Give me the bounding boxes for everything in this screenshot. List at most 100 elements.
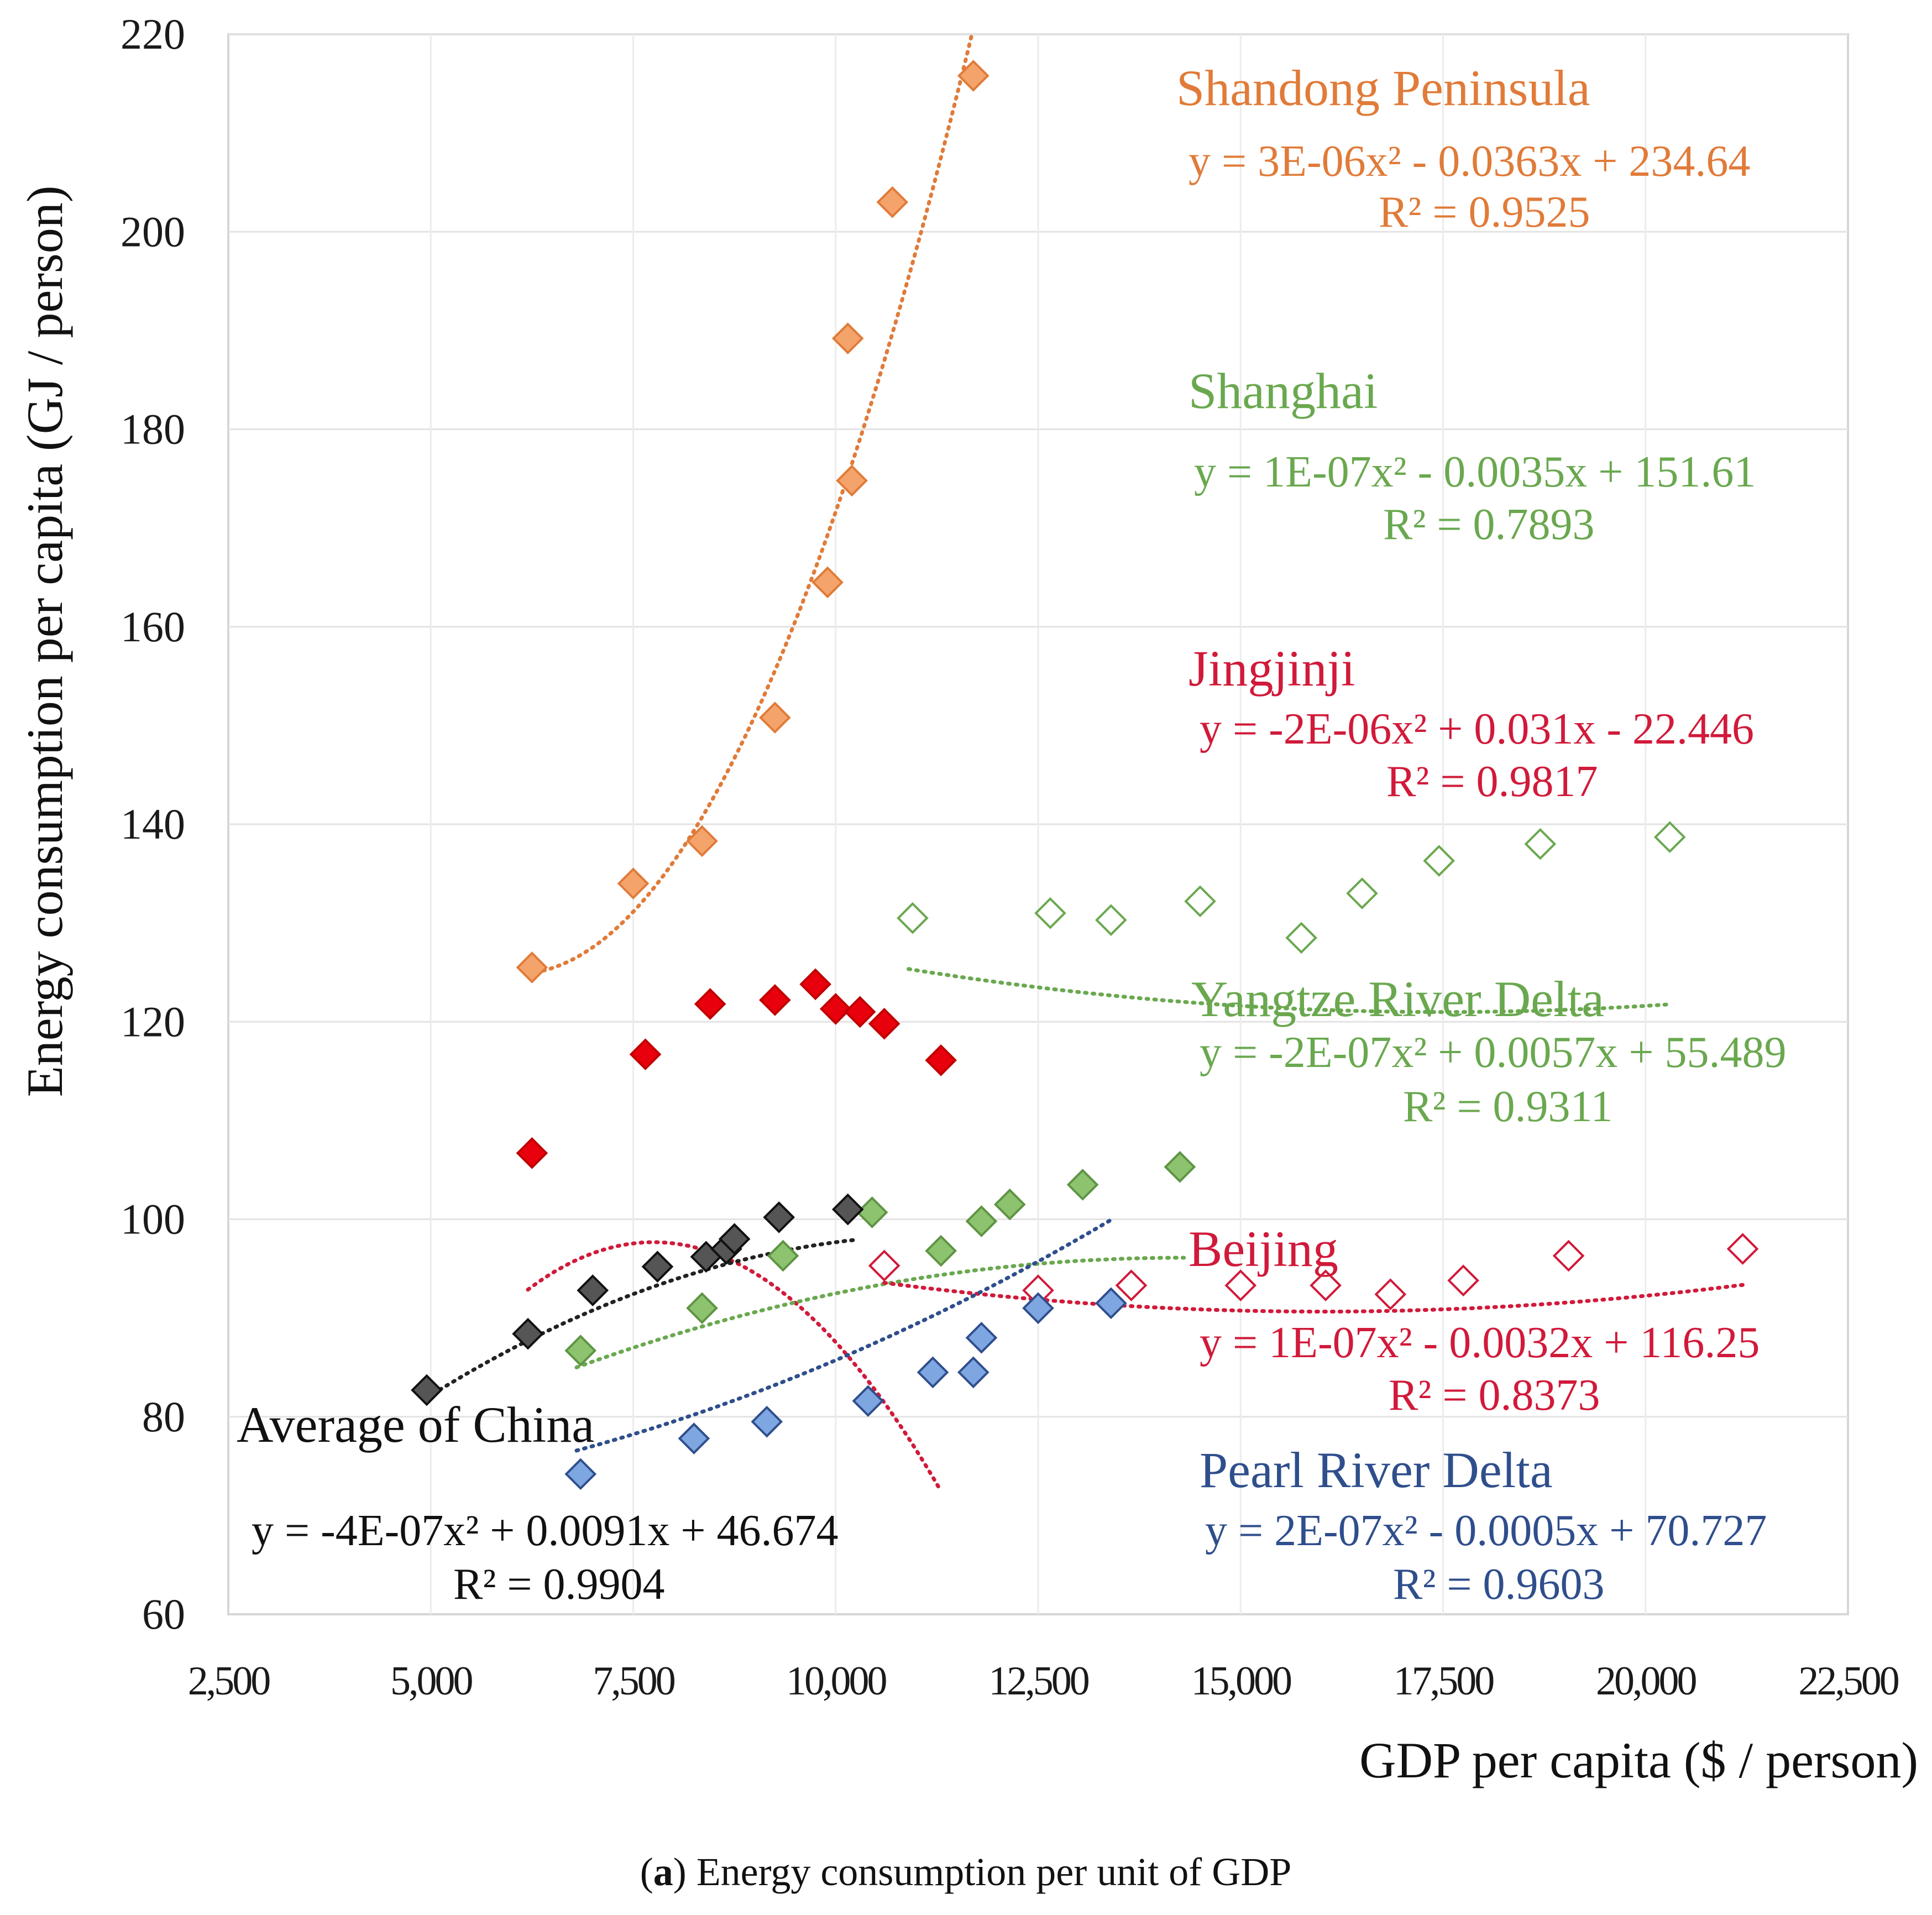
point-yangtze-river-delta <box>856 1196 888 1228</box>
point-yangtze-river-delta <box>993 1188 1026 1221</box>
series-label-china: Average of China <box>237 1396 594 1453</box>
point-shanghai <box>1423 845 1455 877</box>
y-tick-label: 60 <box>142 1590 185 1638</box>
series-label-pearl: Pearl River Delta <box>1200 1442 1553 1498</box>
point-shanghai <box>1034 897 1066 929</box>
point-beijing <box>1726 1233 1759 1265</box>
point-pearl-river-delta <box>1095 1287 1127 1320</box>
point-average-of-china <box>577 1274 609 1306</box>
point-shanghai <box>1285 922 1317 954</box>
y-tick-label: 120 <box>121 997 185 1045</box>
point-shandong-peninsula <box>811 566 844 599</box>
trendline-jingjinji <box>526 1240 943 1493</box>
equation-beijing: y = 1E-07x² - 0.0032x + 116.25 <box>1200 1318 1760 1367</box>
point-pearl-river-delta <box>678 1422 710 1454</box>
series-label-jingjinji: Jingjinji <box>1188 640 1355 697</box>
point-shanghai <box>1095 904 1127 936</box>
point-shandong-peninsula <box>617 867 650 900</box>
point-shandong-peninsula <box>876 186 909 218</box>
point-pearl-river-delta <box>957 1356 989 1389</box>
point-pearl-river-delta <box>917 1356 949 1389</box>
point-jingjinji <box>629 1038 662 1071</box>
point-shandong-peninsula <box>957 60 989 92</box>
x-tick-label: 7,500 <box>593 1658 675 1704</box>
point-shanghai <box>897 902 929 934</box>
r2-shandong: R² = 0.9525 <box>1379 188 1590 237</box>
point-beijing <box>1447 1264 1479 1297</box>
r2-shanghai: R² = 0.7893 <box>1383 500 1594 549</box>
point-shanghai <box>1524 828 1557 860</box>
gridlines <box>228 33 1848 1614</box>
point-average-of-china <box>763 1201 795 1233</box>
x-tick-label: 15,000 <box>1191 1658 1292 1704</box>
y-tick-label: 180 <box>121 405 185 453</box>
data-markers <box>411 60 1759 1490</box>
x-tick-label: 17,500 <box>1394 1658 1494 1704</box>
point-average-of-china <box>718 1223 751 1255</box>
y-axis-ticks: 60 80 100 120 140 160 180 200 220 <box>121 10 185 1638</box>
annotation-shanghai: Shanghai y = 1E-07x² - 0.0035x + 151.61 … <box>1188 363 1756 549</box>
figure-caption: (a) Energy consumption per unit of GDP <box>640 1850 1292 1894</box>
point-beijing <box>1310 1269 1342 1302</box>
equation-shanghai: y = 1E-07x² - 0.0035x + 151.61 <box>1194 448 1756 496</box>
series-label-shanghai: Shanghai <box>1188 363 1378 419</box>
annotation-china: Average of China y = -4E-07x² + 0.0091x … <box>237 1396 838 1609</box>
point-yangtze-river-delta <box>686 1292 718 1325</box>
x-tick-label: 20,000 <box>1596 1658 1697 1704</box>
point-pearl-river-delta <box>564 1458 597 1490</box>
r2-jingjinji: R² = 0.9817 <box>1386 757 1598 806</box>
point-beijing <box>1115 1269 1148 1302</box>
annotation-yangtze: Yangtze River Delta y = -2E-07x² + 0.005… <box>1191 971 1786 1131</box>
annotation-pearl: Pearl River Delta y = 2E-07x² - 0.0005x … <box>1200 1442 1767 1609</box>
point-yangtze-river-delta <box>767 1239 799 1272</box>
point-jingjinji <box>819 993 852 1025</box>
point-average-of-china <box>512 1317 544 1350</box>
x-tick-label: 2,500 <box>188 1658 270 1704</box>
y-axis-title: Energy consumption per capita (GJ / pers… <box>17 186 73 1097</box>
point-jingjinji <box>868 1007 900 1040</box>
y-tick-label: 80 <box>142 1393 185 1441</box>
point-yangtze-river-delta <box>1066 1169 1099 1201</box>
point-jingjinji <box>694 988 726 1020</box>
x-axis-title: GDP per capita ($ / person) <box>1359 1732 1918 1788</box>
series-label-yangtze: Yangtze River Delta <box>1191 971 1604 1027</box>
point-jingjinji <box>759 984 791 1016</box>
point-yangtze-river-delta <box>965 1205 998 1237</box>
point-shanghai <box>1184 885 1216 918</box>
caption-text: Energy consumption per unit of GDP <box>687 1850 1292 1894</box>
r2-china: R² = 0.9904 <box>453 1560 664 1609</box>
y-tick-label: 140 <box>121 800 185 848</box>
point-pearl-river-delta <box>1022 1292 1054 1325</box>
point-beijing <box>868 1249 900 1282</box>
point-shandong-peninsula <box>686 825 718 857</box>
point-shandong-peninsula <box>831 322 864 354</box>
point-beijing <box>1374 1278 1407 1311</box>
equation-china: y = -4E-07x² + 0.0091x + 46.674 <box>252 1506 838 1555</box>
point-average-of-china <box>641 1250 674 1283</box>
y-tick-label: 200 <box>121 207 185 255</box>
y-tick-label: 160 <box>121 603 185 651</box>
point-jingjinji <box>516 1137 548 1169</box>
point-shanghai <box>1653 821 1686 854</box>
y-tick-label: 220 <box>121 10 185 58</box>
equation-shandong: y = 3E-06x² - 0.0363x + 234.64 <box>1188 137 1750 186</box>
point-yangtze-river-delta <box>925 1234 957 1267</box>
point-pearl-river-delta <box>751 1405 783 1438</box>
point-average-of-china <box>411 1374 443 1406</box>
annotation-jingjinji: Jingjinji y = -2E-06x² + 0.031x - 22.446… <box>1188 640 1754 806</box>
trendline-yangtze-river-delta <box>574 1255 1186 1369</box>
y-tick-label: 100 <box>121 1195 185 1243</box>
x-tick-label: 12,500 <box>988 1658 1089 1704</box>
equation-pearl: y = 2E-07x² - 0.0005x + 70.727 <box>1205 1506 1767 1555</box>
equation-yangtze: y = -2E-07x² + 0.0057x + 55.489 <box>1200 1028 1786 1077</box>
point-jingjinji <box>799 968 831 1001</box>
annotation-shandong: Shandong Peninsula y = 3E-06x² - 0.0363x… <box>1176 60 1750 237</box>
point-average-of-china <box>831 1193 864 1226</box>
caption-label: a <box>653 1850 673 1894</box>
point-beijing <box>1552 1239 1585 1272</box>
r2-yangtze: R² = 0.9311 <box>1403 1082 1613 1131</box>
point-yangtze-river-delta <box>1164 1151 1196 1183</box>
trendline-shanghai <box>907 967 1672 1014</box>
